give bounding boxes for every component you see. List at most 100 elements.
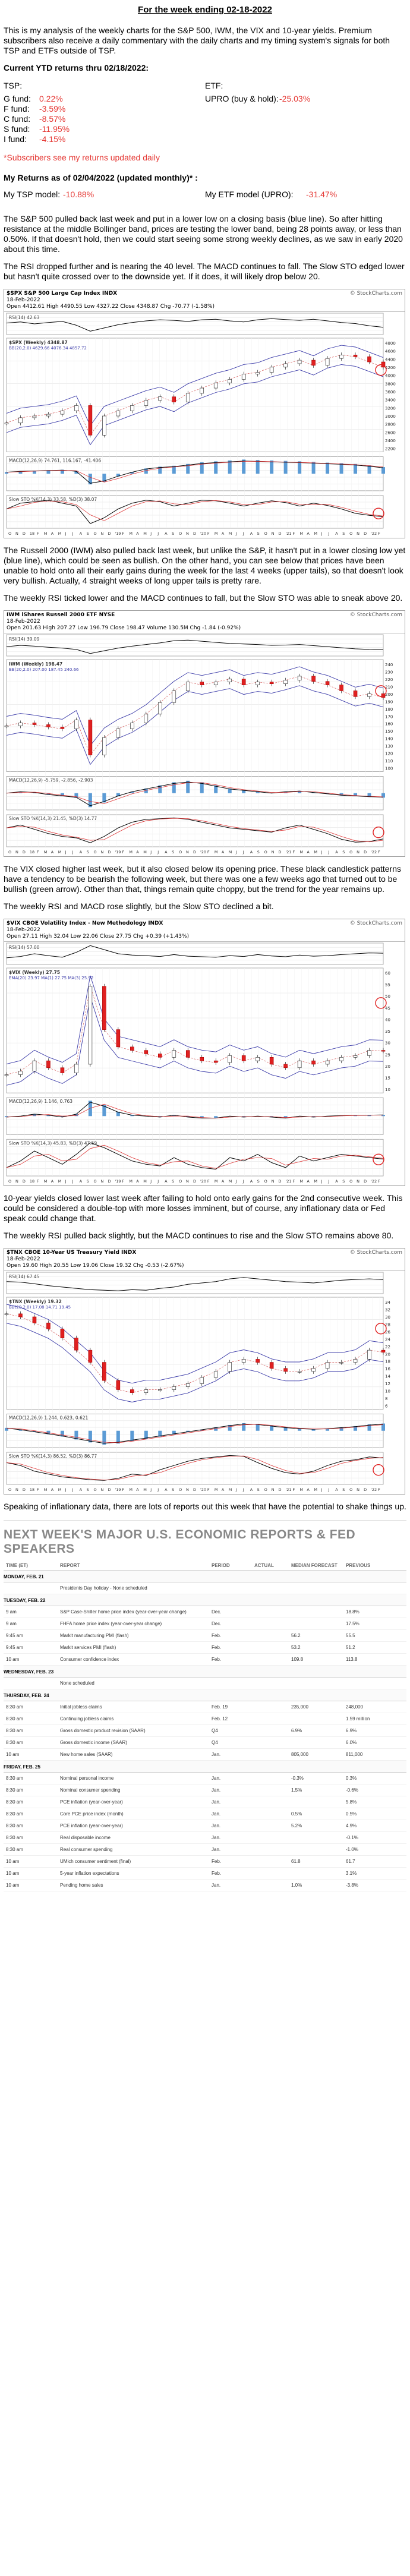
bollinger-lower — [6, 364, 384, 446]
y-tick-label: 130 — [385, 744, 393, 749]
price-candle — [60, 1067, 65, 1073]
y-tick-label: 170 — [385, 714, 393, 719]
price-candle — [144, 1389, 149, 1393]
macd-histogram-bar — [242, 459, 246, 474]
x-tick-label: F — [122, 850, 124, 855]
x-tick-label: D — [108, 850, 111, 855]
price-candle — [102, 986, 106, 1030]
x-tick-label: '20 — [200, 1487, 206, 1492]
calendar-cell-actual — [254, 1799, 291, 1805]
y-tick-label: 25 — [385, 1052, 390, 1057]
x-tick-label: D — [23, 1487, 26, 1492]
calendar-cell-report: Real consumer spending — [60, 1847, 113, 1852]
price-candle — [200, 1377, 204, 1384]
x-tick-label: O — [264, 1179, 267, 1184]
chart-quote: Open 27.11 High 32.04 Low 22.06 Close 27… — [7, 934, 190, 939]
x-tick-label: F — [292, 1487, 295, 1492]
x-tick-label: M — [314, 531, 317, 536]
y-tick-label: 28 — [385, 1322, 390, 1327]
calendar-row: 8:30 am Nominal personal income Jan. -0.3% 0… — [4, 1773, 406, 1784]
x-tick-label: N — [357, 850, 359, 855]
y-tick-label: 210 — [385, 685, 393, 689]
macd-histogram-bar — [256, 792, 260, 793]
y-tick-label: 190 — [385, 699, 393, 704]
x-tick-label: N — [15, 1179, 18, 1184]
x-tick-label: O — [349, 1487, 352, 1492]
calendar-cell-median: 1.5% — [291, 1787, 302, 1793]
x-tick-label: M — [314, 1179, 317, 1184]
y-tick-label: 100 — [385, 767, 393, 771]
calendar-row: 9:45 am Markit manufacturing PMI (flash) F… — [4, 1630, 406, 1642]
chart-date: 18-Feb-2022 — [7, 619, 40, 625]
price-candle — [367, 693, 371, 697]
calendar-cell-time: 8:30 am — [6, 1740, 23, 1745]
calendar-cell-period: Feb. — [212, 1871, 222, 1876]
x-tick-label: O — [179, 1487, 182, 1492]
macd-histogram-bar — [158, 466, 162, 474]
x-tick-label: J — [150, 1487, 152, 1492]
chart-quote: Open 201.63 High 207.27 Low 196.79 Close… — [7, 625, 241, 631]
y-tick-label: 4000 — [385, 374, 396, 379]
price-candle — [367, 1350, 371, 1360]
x-tick-label: S — [87, 531, 89, 536]
fund-row-g: G fund: 0.22% — [4, 94, 63, 103]
macd-histogram-bar — [283, 1116, 288, 1118]
x-tick-label: D — [23, 531, 26, 536]
x-tick-label: M — [58, 1179, 62, 1184]
macd-histogram-bar — [158, 1430, 162, 1437]
price-candle — [185, 393, 190, 402]
price-candle — [213, 682, 218, 685]
x-tick-label: M — [44, 531, 48, 536]
calendar-cell-period: Jan. — [212, 1776, 221, 1781]
price-candle — [172, 396, 176, 402]
macd-histogram-bar — [60, 1430, 64, 1437]
calendar-cell-period: Jan. — [212, 1799, 221, 1805]
chart-canvas: O N D 18 F M A M J J A S O N D '19 F M A M J J A S O N D '20 F M A M J J A… — [4, 1272, 390, 1492]
calendar-cell-period: Jan. — [212, 1787, 221, 1793]
y-tick-label: 15 — [385, 1076, 390, 1081]
calendar-cell-median: 6.9% — [291, 1728, 302, 1733]
spx-paragraph-2: The RSI dropped further and is nearing t… — [4, 261, 405, 281]
y-tick-label: 4400 — [385, 357, 396, 362]
calendar-cell-report: PCE inflation (year-over-year) — [60, 1799, 123, 1805]
price-label: $TNX (Weekly) 19.32 — [9, 1299, 62, 1304]
macd-histogram-bar — [228, 460, 232, 474]
macd-histogram-bar — [298, 790, 302, 793]
middle-band — [6, 676, 384, 756]
tnx-paragraph-2: The weekly RSI pulled back slightly, but… — [4, 1231, 394, 1240]
macd-histogram-bar — [144, 788, 148, 793]
x-tick-label: S — [342, 531, 345, 536]
calendar-cell-report: Presidents Day holiday - None scheduled — [60, 1585, 147, 1591]
calendar-row: 10 am 5-year inflation expectations Feb. 3.… — [4, 1868, 406, 1880]
x-tick-label: S — [342, 1179, 345, 1184]
bollinger-upper — [6, 345, 384, 426]
calendar-cell-period: Dec. — [212, 1609, 222, 1615]
calendar-cell-previous: 6.0% — [346, 1740, 357, 1745]
vix-paragraph-1: The VIX closed higher last week, but it … — [4, 864, 401, 894]
calendar-cell-report: Nominal personal income — [60, 1776, 114, 1781]
macd-histogram-bar — [367, 1424, 371, 1431]
x-tick-label: F — [378, 850, 380, 855]
annotation-circle — [373, 826, 384, 838]
iwm-paragraph-2: The weekly RSI ticked lower and the MACD… — [4, 593, 403, 603]
macd-histogram-bar — [367, 793, 371, 797]
x-tick-label: N — [272, 850, 275, 855]
price-candle — [4, 1074, 9, 1076]
y-tick-label: 22 — [385, 1345, 390, 1350]
x-tick-label: A — [335, 531, 338, 536]
calendar-cell-actual — [254, 1621, 291, 1626]
macd-histogram-bar — [298, 1428, 302, 1431]
y-tick-label: 40 — [385, 1017, 390, 1022]
macd-histogram-bar — [214, 1116, 218, 1118]
price-candle — [130, 1389, 134, 1393]
x-tick-label: O — [349, 1179, 352, 1184]
bb-label: BB(20,2.0) 4629.66 4076.34 4857.72 — [9, 346, 87, 351]
calendar-cell-period: Dec. — [212, 1621, 222, 1626]
price-candle — [283, 1368, 288, 1372]
x-tick-label: N — [100, 531, 103, 536]
macd-histogram-bar — [46, 1430, 51, 1434]
y-tick-label: 16 — [385, 1367, 390, 1371]
x-tick-label: A — [335, 1179, 338, 1184]
macd-histogram-bar — [18, 1429, 23, 1431]
macd-histogram-bar — [116, 1111, 120, 1117]
